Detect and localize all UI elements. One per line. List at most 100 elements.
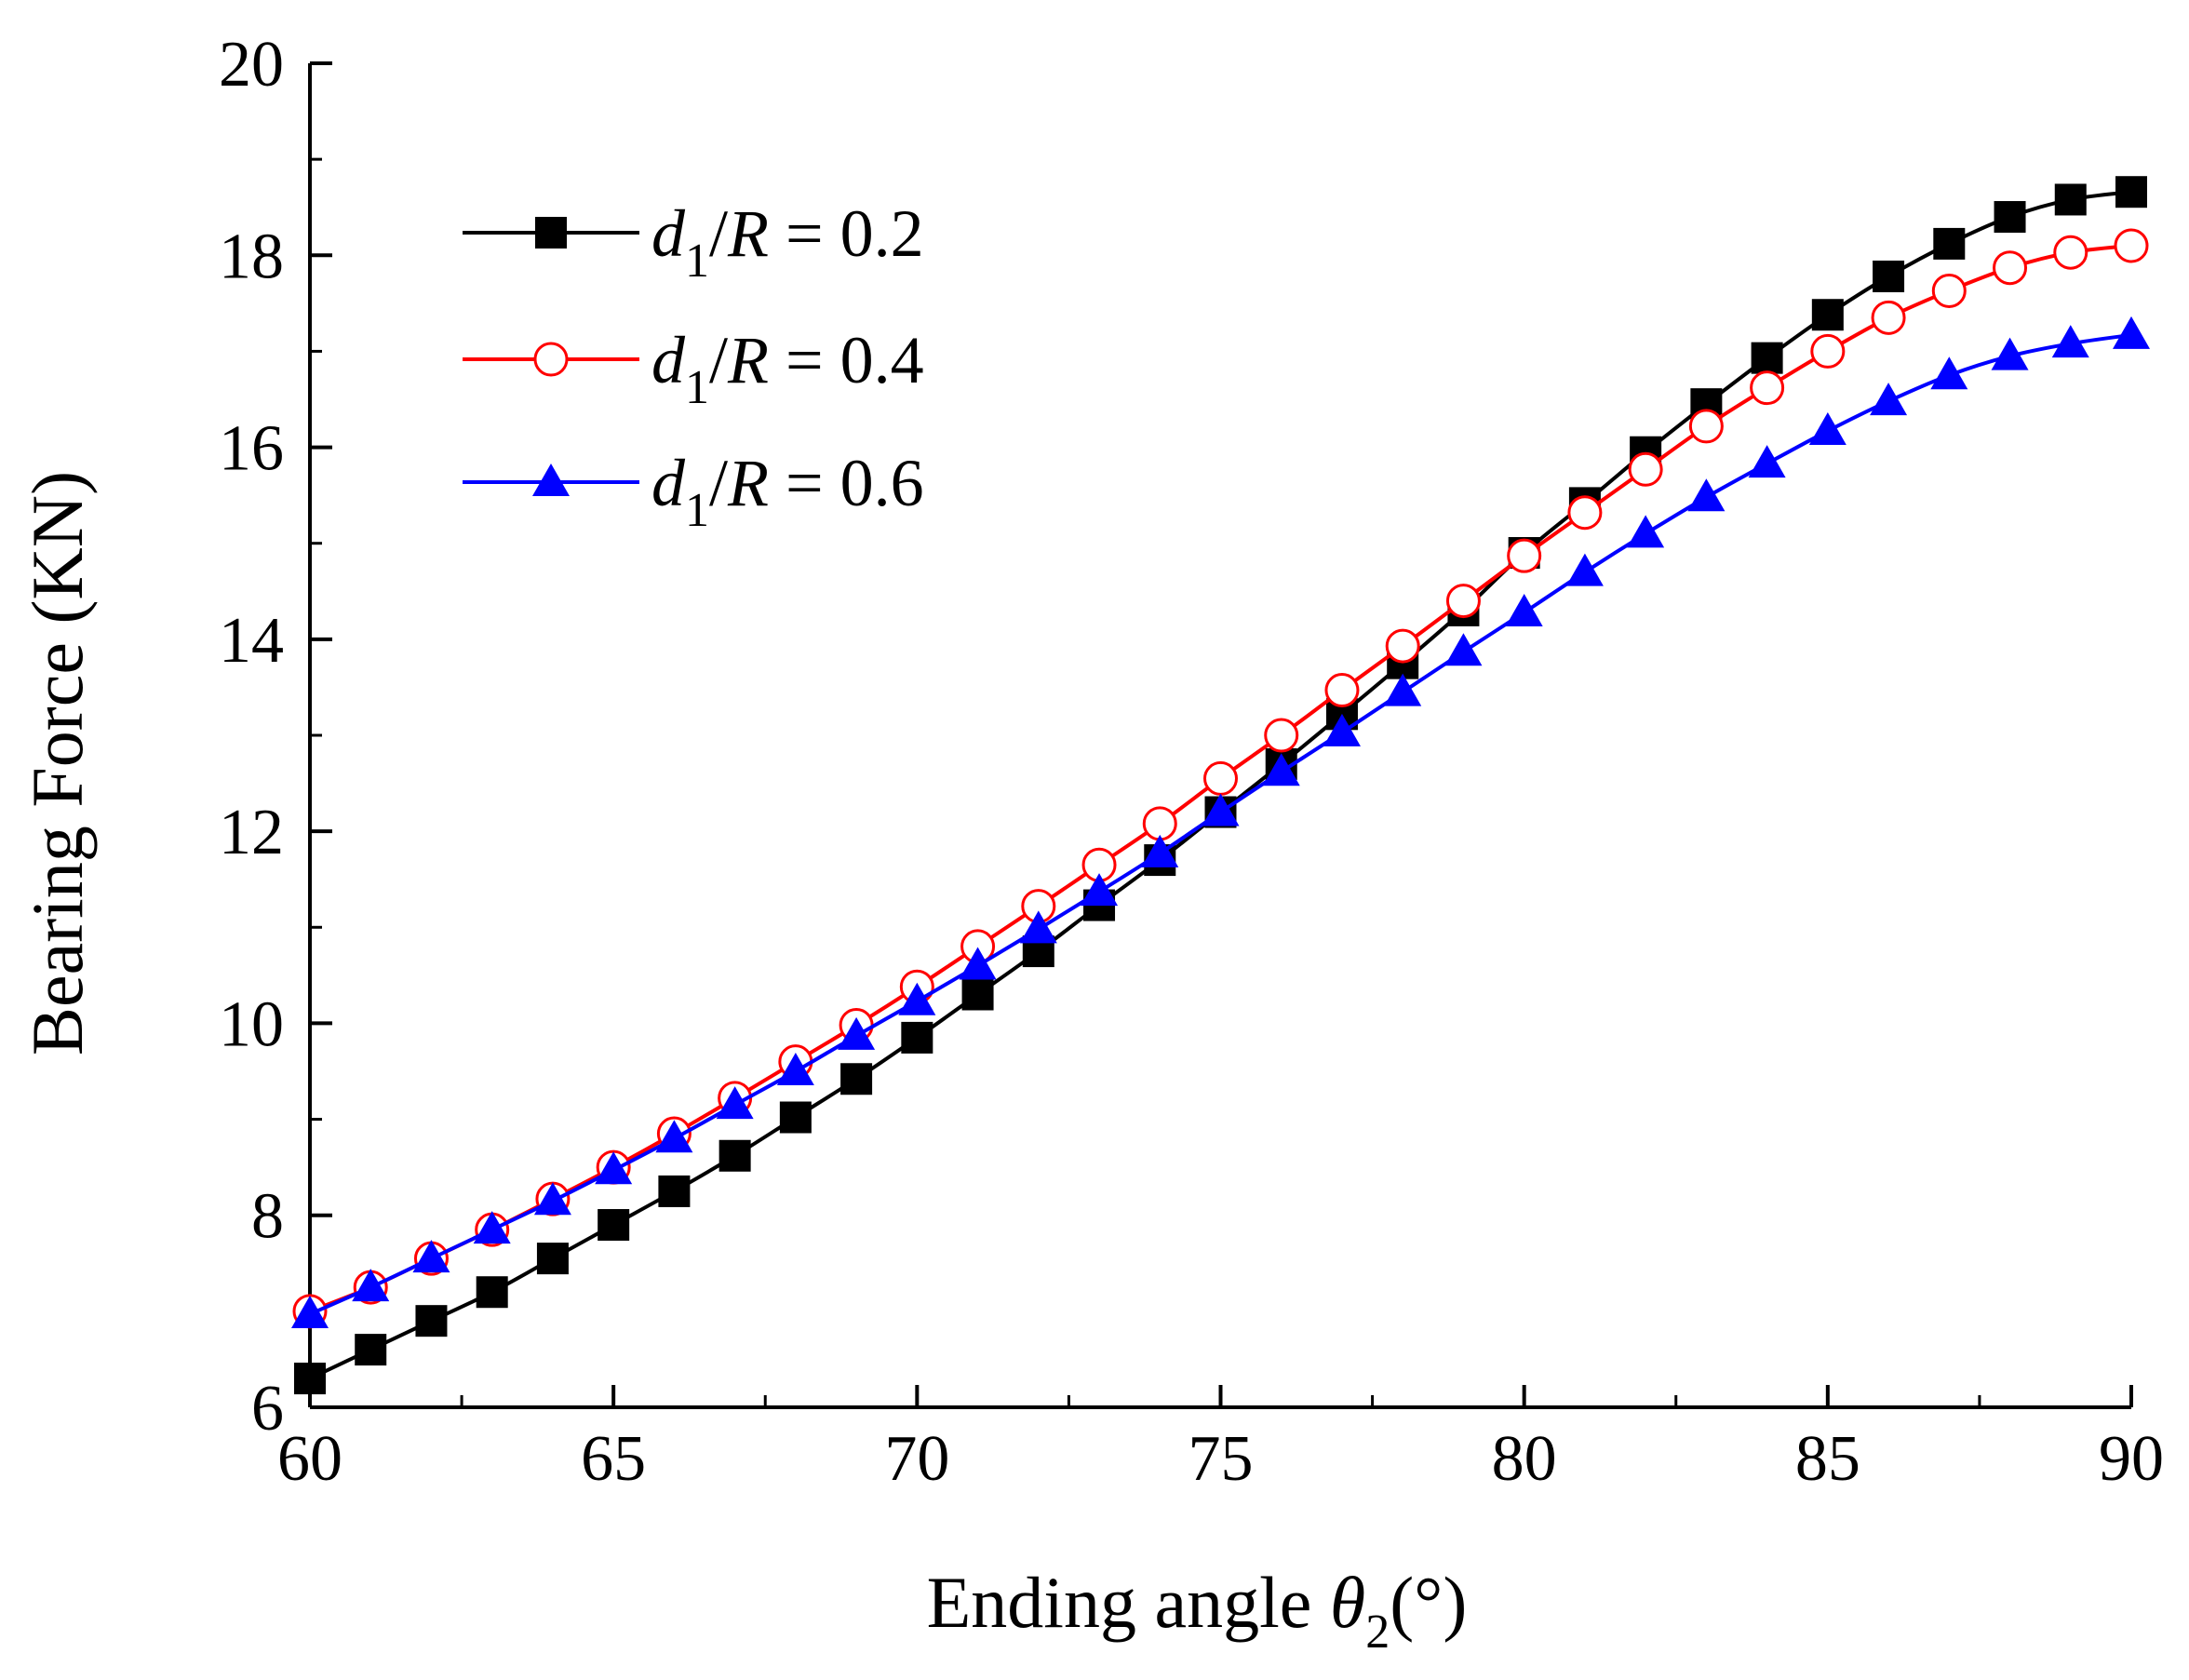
data-point — [412, 1240, 450, 1273]
y-tick-label: 16 — [219, 413, 284, 485]
data-point — [1628, 451, 1663, 487]
series-2 — [292, 228, 2149, 1329]
data-point — [2113, 316, 2150, 349]
legend-item-2: d1/R = 0.4 — [463, 323, 924, 414]
legend-label-part: / — [709, 323, 728, 397]
data-point — [2114, 228, 2149, 263]
data-point — [779, 1101, 812, 1134]
legend-item-3: d1/R = 0.6 — [463, 446, 924, 537]
data-point — [1019, 910, 1057, 944]
data-point — [473, 1211, 511, 1244]
x-tick-label: 75 — [1189, 1423, 1254, 1495]
data-point — [1993, 250, 2028, 286]
legend-label-part: d — [651, 323, 686, 397]
data-point — [291, 1295, 329, 1328]
legend-label-part: 1 — [685, 235, 709, 288]
data-point — [1445, 584, 1481, 619]
legend-label-part: d — [651, 196, 686, 271]
data-point — [1081, 873, 1119, 907]
data-point — [1991, 337, 2029, 370]
data-point — [838, 1016, 876, 1050]
data-point — [536, 1243, 569, 1275]
data-point — [1385, 628, 1420, 664]
x-tick-label: 85 — [1795, 1423, 1860, 1495]
data-point — [1810, 333, 1846, 369]
data-point — [1565, 553, 1604, 586]
legend-label-part: / — [709, 196, 728, 271]
legend: d1/R = 0.2d1/R = 0.4d1/R = 0.6 — [463, 196, 924, 537]
data-point — [1870, 383, 1908, 416]
data-point — [352, 1269, 390, 1302]
data-point — [533, 1182, 571, 1216]
data-point — [294, 1363, 326, 1395]
legend-marker — [532, 464, 570, 496]
y-tick-label: 8 — [251, 1181, 284, 1253]
data-point — [595, 1151, 633, 1185]
x-axis-title-subscript: 2 — [1365, 1606, 1390, 1659]
data-point — [776, 1053, 814, 1085]
legend-label: d1/R = 0.4 — [651, 323, 924, 414]
legend-label-part: = 0.4 — [769, 323, 924, 397]
data-point — [1507, 538, 1542, 573]
axes: 60 65 70 75 80 85 90 6 8 10 12 14 16 18 20 — [219, 29, 2164, 1495]
legend-marker — [533, 342, 569, 377]
data-point — [898, 982, 936, 1015]
data-point — [1931, 273, 1967, 308]
data-point — [415, 1305, 448, 1337]
legend-label-part: R — [727, 196, 769, 271]
data-point — [961, 978, 994, 1011]
data-point — [598, 1209, 630, 1242]
legend-label-part: d — [651, 446, 686, 520]
data-point — [2054, 183, 2087, 216]
data-point — [1264, 718, 1299, 753]
x-tick-label: 80 — [1492, 1423, 1557, 1495]
data-point — [718, 1139, 751, 1172]
data-point — [2053, 235, 2088, 270]
data-point — [901, 1021, 933, 1054]
data-point — [1384, 673, 1422, 706]
x-axis-title-symbol: θ — [1330, 1562, 1365, 1643]
data-point — [1262, 753, 1300, 786]
y-tick-label: 6 — [251, 1373, 284, 1445]
data-point — [959, 947, 997, 980]
data-point — [1627, 515, 1665, 548]
data-point — [1202, 793, 1240, 827]
data-point — [1873, 260, 1905, 292]
data-point — [1748, 445, 1786, 478]
series-3 — [291, 316, 2150, 1328]
legend-label-part: = 0.6 — [769, 446, 924, 520]
legend-label-part: R — [727, 323, 769, 397]
data-point — [1323, 713, 1361, 746]
legend-label-part: 1 — [685, 484, 709, 537]
data-point — [1687, 478, 1726, 512]
data-point — [2051, 325, 2089, 358]
y-axis-title: Bearing Force (KN) — [17, 471, 98, 1055]
data-point — [2115, 176, 2147, 208]
data-point — [1444, 633, 1483, 666]
data-point — [1811, 299, 1844, 331]
data-point — [658, 1175, 691, 1207]
x-tick-label: 60 — [277, 1423, 342, 1495]
legend-item-1: d1/R = 0.2 — [463, 196, 924, 288]
x-axis-title: Ending angle θ2(°) — [927, 1562, 1468, 1659]
data-point — [1142, 806, 1177, 841]
data-point — [840, 1063, 873, 1095]
legend-label-part: 1 — [685, 361, 709, 414]
y-tick-label: 12 — [219, 797, 284, 868]
x-tick-label: 65 — [581, 1423, 646, 1495]
data-point — [1994, 201, 2026, 234]
data-point — [1688, 409, 1724, 444]
x-tick-label: 70 — [884, 1423, 949, 1495]
data-point — [1930, 356, 1968, 390]
legend-label: d1/R = 0.2 — [651, 196, 924, 288]
data-point — [355, 1334, 387, 1366]
data-point — [1750, 370, 1785, 406]
data-point — [1505, 593, 1543, 626]
x-axis-title-prefix: Ending angle — [927, 1562, 1330, 1643]
data-point — [1567, 495, 1603, 531]
y-tick-label: 20 — [219, 29, 284, 101]
y-tick-label: 14 — [219, 605, 284, 677]
data-point — [1871, 300, 1906, 335]
legend-label-part: R — [727, 446, 769, 520]
